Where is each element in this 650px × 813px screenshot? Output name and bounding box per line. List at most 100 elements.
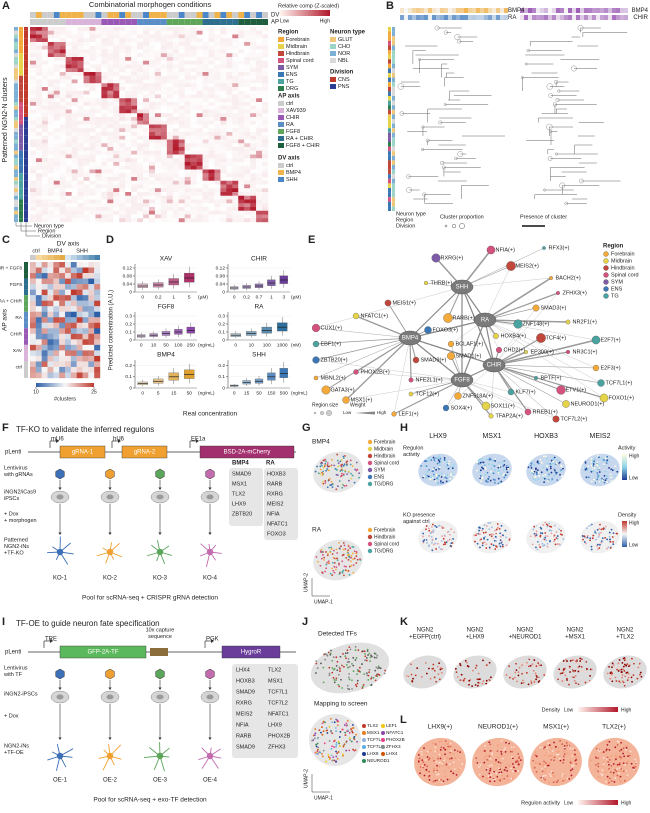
umap-embedding [313, 451, 363, 493]
heatmap-cell [76, 350, 83, 357]
ap-bar-cell [208, 19, 215, 25]
row-bar-cell [19, 192, 23, 196]
heatmap-cell [208, 128, 215, 133]
heatmap-cell [149, 207, 156, 211]
heatmap-cell [89, 27, 96, 31]
heatmap-cell [65, 207, 72, 211]
umap-dot [475, 533, 478, 535]
heatmap-cell [30, 98, 37, 103]
heatmap-cell [131, 30, 138, 35]
heatmap-cell [137, 210, 144, 215]
heatmap-cell [244, 109, 251, 114]
heatmap-cell [65, 135, 72, 140]
heatmap-cell [35, 60, 43, 65]
heatmap-cell [149, 203, 156, 208]
heatmap-cell [77, 68, 84, 73]
heatmap-cell [30, 64, 37, 69]
heatmap-cell [113, 184, 120, 189]
heatmap-cell [202, 214, 209, 219]
heatmap-cell [59, 90, 66, 95]
umap-dot [346, 652, 349, 654]
heatmap-cell [262, 154, 269, 159]
heatmap-cell [172, 68, 179, 73]
cluster-dot [399, 111, 404, 116]
umap-dot [356, 679, 359, 682]
row-bar-cell [14, 128, 18, 132]
heatmap-cell [214, 45, 221, 50]
heatmap-cell [83, 154, 90, 159]
umap-dot [590, 548, 593, 551]
heatmap-cell [137, 94, 144, 99]
heatmap-cell [53, 361, 60, 368]
umap-dot [490, 470, 492, 473]
umap-dot [316, 748, 319, 751]
condition-cell [464, 8, 468, 13]
heatmap-cell [30, 355, 37, 362]
heatmap-cell [83, 57, 90, 61]
heatmap-cell [149, 57, 156, 61]
umap-dot [492, 544, 495, 547]
heatmap-cell [35, 203, 43, 208]
hub-node [473, 312, 497, 328]
node-label: MSX1(+) [351, 397, 373, 403]
heatmap-cell [184, 135, 191, 140]
heatmap-cell [154, 64, 162, 69]
heatmap-cell [256, 53, 263, 58]
heatmap-cell [214, 94, 221, 99]
heatmap-cell [70, 344, 77, 351]
heatmap-cell [202, 38, 209, 43]
heatmap-cell [113, 87, 120, 91]
heatmap-cell [244, 120, 251, 125]
heatmap-cell [47, 27, 54, 31]
label: BMP4 [232, 461, 249, 467]
heatmap-cell [244, 199, 251, 204]
condition-cell [436, 15, 440, 20]
heatmap-cell [65, 165, 72, 170]
label: Lentivirus [4, 465, 28, 471]
heatmap-cell [30, 173, 37, 178]
heatmap-cell [166, 195, 173, 200]
heatmap-cell [89, 87, 96, 91]
heatmap-cell [154, 143, 162, 148]
heatmap-cell [59, 87, 66, 91]
heatmap-cell [149, 102, 156, 106]
heatmap-cell [71, 38, 78, 43]
heatmap-cell [101, 139, 108, 144]
label: +TF-OE [4, 750, 24, 756]
row-bar-cell [14, 184, 18, 189]
label: LHX9 [429, 433, 447, 440]
heatmap-cell [196, 210, 203, 215]
heatmap-cell [184, 169, 191, 174]
row-bar-cell [24, 218, 28, 222]
umap-dot [502, 465, 505, 468]
heatmap-cell [65, 120, 72, 125]
heatmap-cell [77, 98, 84, 103]
row-bar-cell [19, 57, 23, 61]
umap-dot [483, 537, 485, 540]
heatmap-cell [71, 207, 78, 211]
umap-dot [325, 551, 327, 553]
umap-dot [552, 460, 554, 463]
legend-swatch [362, 738, 366, 742]
heatmap-cell [172, 72, 179, 76]
heatmap-cell [202, 57, 209, 61]
umap-dot [452, 475, 455, 478]
condition-cell [468, 8, 472, 13]
heatmap-cell [196, 192, 203, 196]
heatmap-cell [250, 68, 257, 73]
heatmap-cell [35, 120, 43, 125]
umap-dot [321, 462, 324, 464]
heatmap-cell [232, 218, 239, 223]
heatmap-cell [190, 132, 197, 136]
row-bar-cell [392, 73, 395, 78]
heatmap-cell [35, 38, 43, 43]
cluster-dot [420, 147, 425, 152]
heatmap-cell [30, 267, 37, 274]
heatmap-cell [160, 64, 168, 69]
heatmap-cell [41, 218, 49, 223]
heatmap-cell [250, 109, 257, 114]
heatmap-cell [53, 344, 60, 351]
umap-dot [437, 673, 440, 676]
heatmap-cell [101, 128, 108, 133]
heatmap-cell [238, 139, 245, 144]
